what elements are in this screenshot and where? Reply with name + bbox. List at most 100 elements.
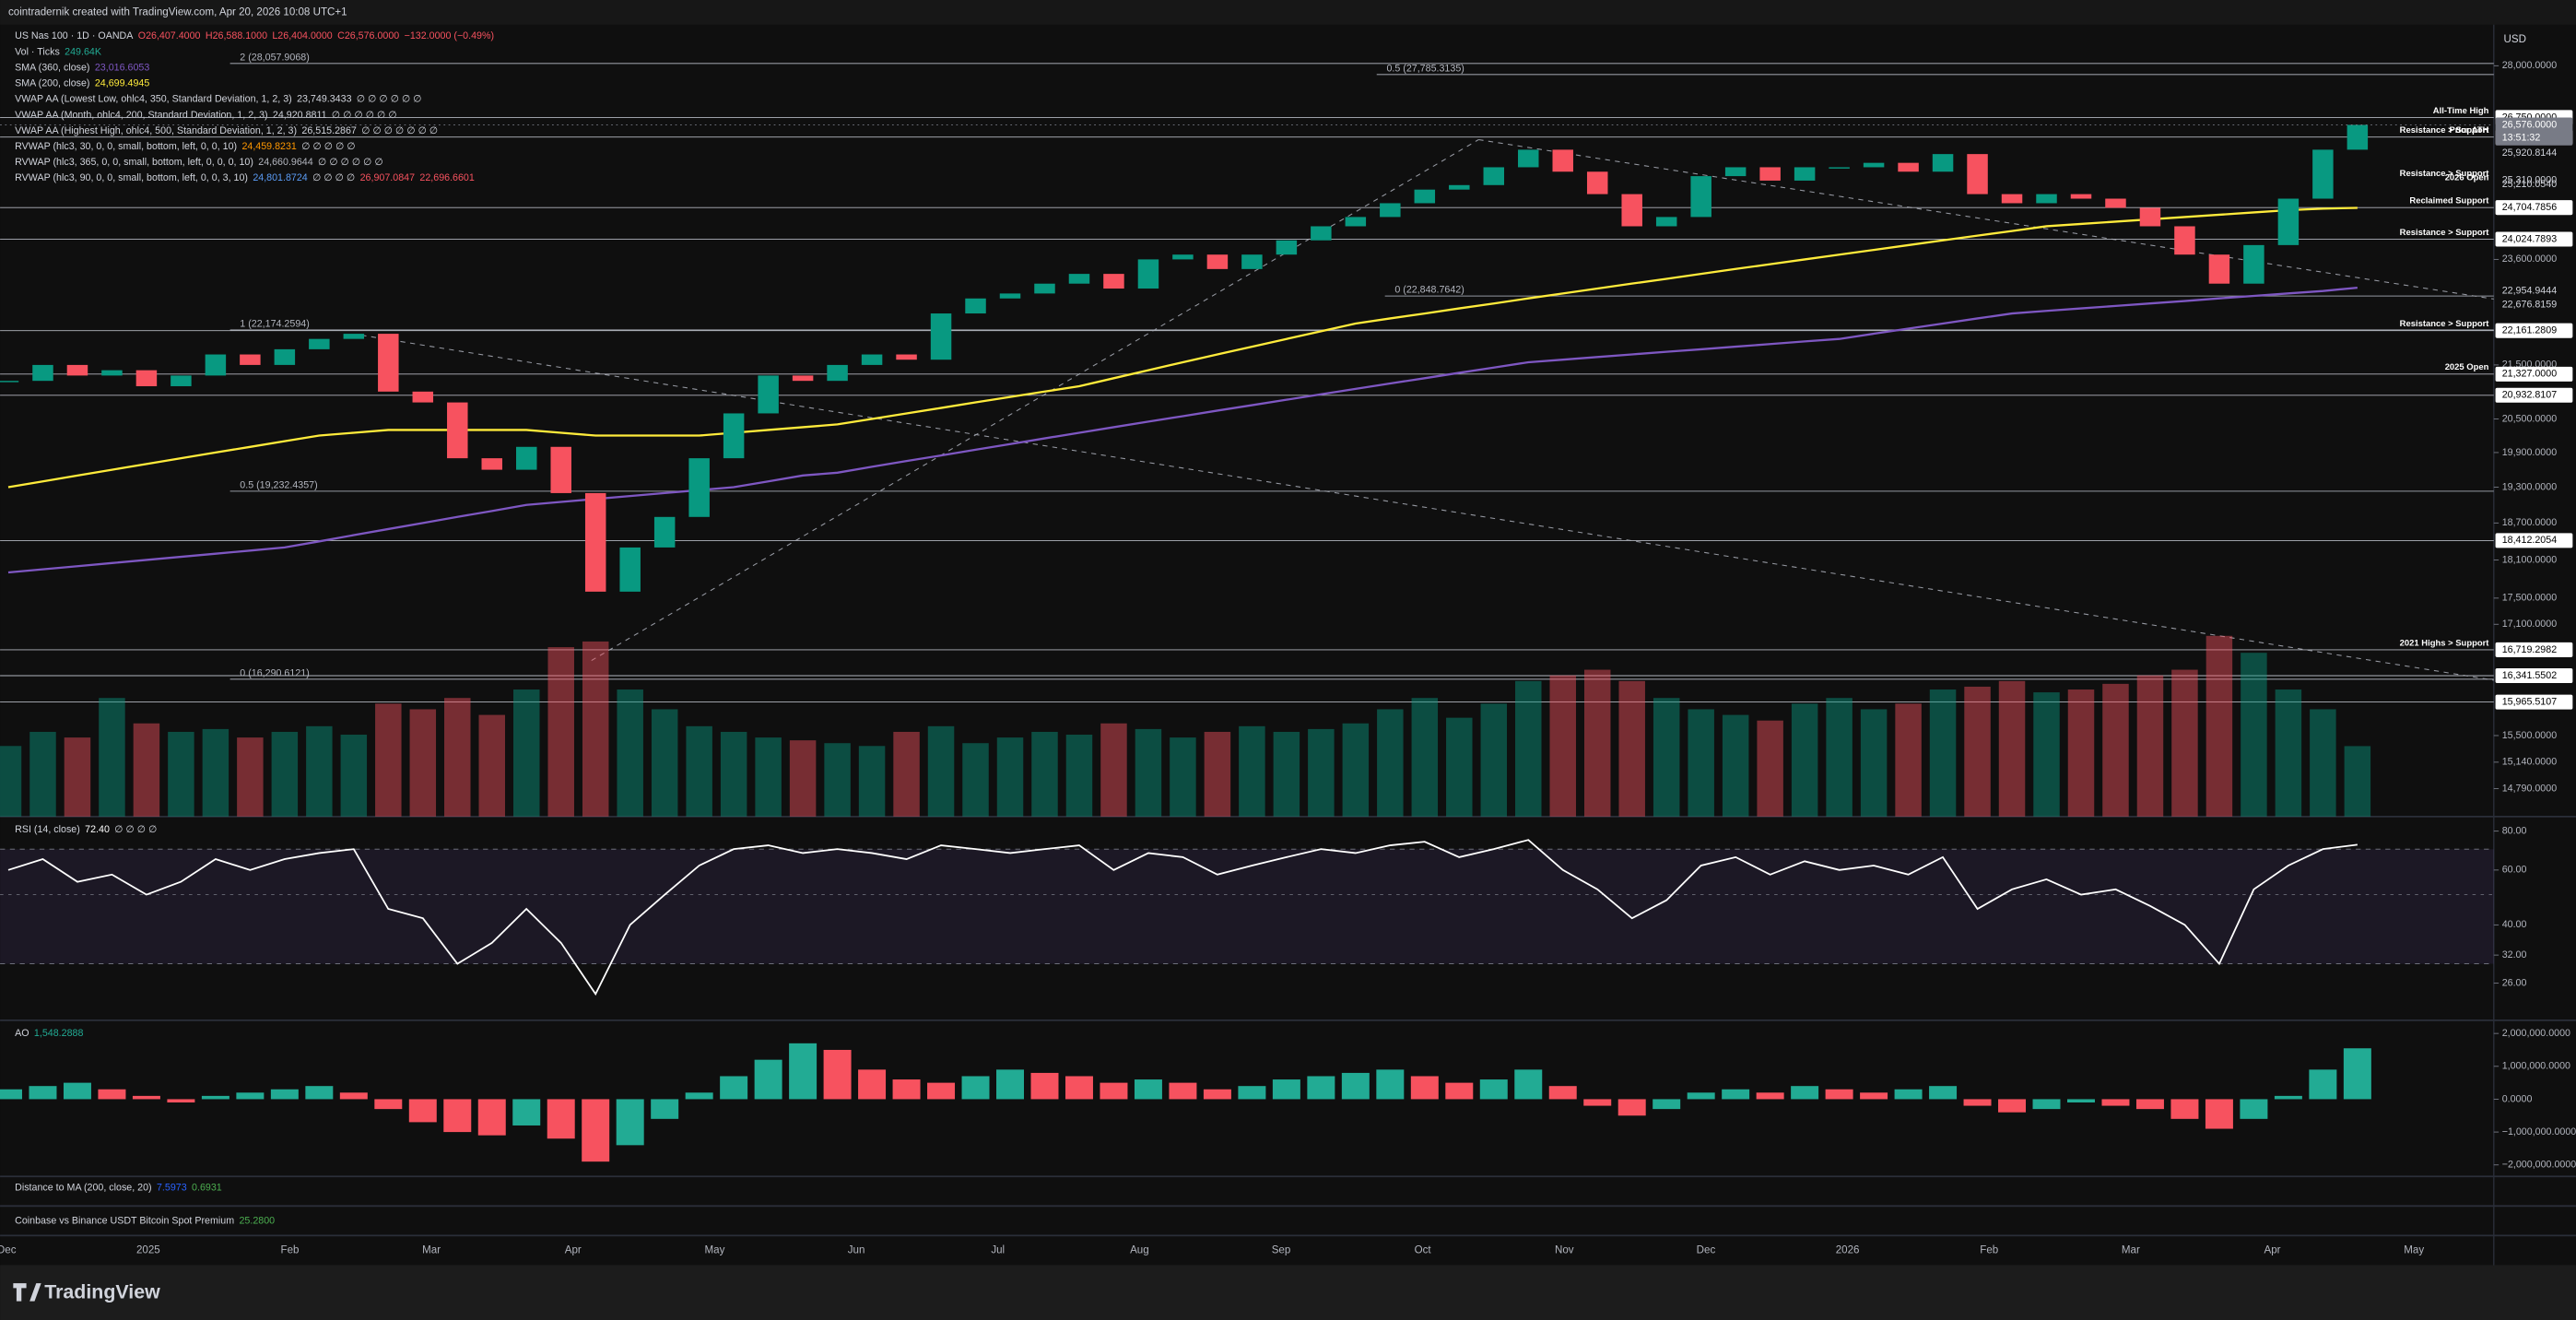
ao-bar: [823, 1049, 852, 1100]
candle: [930, 313, 952, 360]
ao-bar: [1756, 1092, 1784, 1100]
ao-bar: [616, 1099, 644, 1146]
rsi-tick-label: 26.00: [2502, 977, 2527, 988]
volume-bar: [1895, 703, 1922, 817]
ao-bar: [512, 1099, 541, 1126]
legend-value: 23,749.3433: [297, 93, 351, 104]
x-tick-label: 2025: [136, 1244, 160, 1255]
volume-bar: [29, 731, 56, 817]
legend-row: Vol · Ticks 249.64K: [15, 46, 102, 57]
volume-bar: [0, 746, 22, 817]
volume-bar: [547, 647, 574, 817]
x-tick-label: Feb: [281, 1244, 300, 1255]
y-tick-label: 17,100.0000: [2502, 619, 2557, 630]
ao-bar: [1722, 1089, 1750, 1100]
volume-bar: [858, 746, 886, 817]
fib-label: 1 (22,174.2594): [240, 319, 309, 330]
volume-bar: [651, 709, 678, 817]
candle: [688, 458, 710, 517]
volume-bar: [686, 725, 712, 817]
candle: [1518, 149, 1539, 168]
legend-row: SMA (200, close) 24,699.4945: [15, 77, 149, 88]
ao-tick-label: 0.0000: [2502, 1093, 2533, 1104]
legend-label: RVWAP (hlc3, 90, 0, 0, small, bottom, le…: [15, 172, 248, 183]
candle: [378, 334, 399, 392]
ao-bar: [98, 1089, 126, 1100]
candle: [1794, 167, 1816, 181]
level-note: 2025 Open: [2445, 362, 2489, 372]
candle: [309, 338, 330, 349]
volume-bar: [1411, 698, 1439, 817]
x-tick-label: Apr: [565, 1244, 582, 1255]
candle: [1345, 217, 1367, 227]
ao-bar: [961, 1076, 990, 1100]
level-label: 24,704.7856: [2502, 202, 2557, 213]
last-price-box: [2495, 117, 2573, 146]
candle: [1380, 203, 1401, 218]
candle: [2312, 149, 2334, 199]
candle: [1898, 162, 1919, 172]
indicator-legend: Distance to MA (200, close, 20) 7.5973 0.6…: [15, 1183, 222, 1194]
legend-value: ∅ ∅ ∅ ∅ ∅ ∅: [357, 93, 422, 104]
rsi-tick-label: 40.00: [2502, 919, 2527, 930]
rsi-legend: RSI (14, close) 72.40 ∅ ∅ ∅ ∅: [15, 824, 157, 835]
volume-bar: [996, 737, 1024, 817]
volume-bar: [617, 689, 643, 817]
candle: [447, 402, 468, 459]
chart-layer: US Nas 100 · 1D · OANDA O26,407.4000 H26,5…: [0, 30, 2576, 1255]
ao-bar: [582, 1099, 610, 1162]
rsi-extra: ∅ ∅ ∅ ∅: [114, 824, 157, 835]
y-tick-label: 17,500.0000: [2502, 593, 2557, 604]
legend-row: RVWAP (hlc3, 365, 0, 0, small, bottom, l…: [15, 157, 383, 168]
candle: [1586, 171, 1608, 194]
volume-bar: [1273, 731, 1300, 817]
volume-bar: [755, 737, 782, 817]
level-note: Resistance > Support: [2400, 125, 2490, 136]
volume-bar: [133, 723, 160, 817]
currency-label: USD: [2503, 34, 2525, 45]
candle: [965, 298, 986, 314]
volume-bar: [306, 725, 333, 817]
candle: [205, 354, 227, 376]
indicator-legend: Coinbase vs Binance USDT Bitcoin Spot Pr…: [15, 1215, 275, 1226]
level-label: 25,310.0000: [2502, 174, 2557, 185]
ao-bar: [651, 1099, 679, 1119]
volume-bar: [1446, 717, 1473, 817]
x-tick-label: Dec: [0, 1244, 17, 1255]
indicator-title: Coinbase vs Binance USDT Bitcoin Spot Pr…: [15, 1215, 234, 1226]
legend-value: 24,920.8811: [273, 110, 327, 121]
ao-bar: [1341, 1072, 1370, 1100]
ao-bar: [374, 1099, 403, 1110]
level-note: Resistance > Support: [2400, 169, 2490, 179]
candle: [827, 364, 848, 382]
volume-bar: [99, 698, 125, 817]
level-label-box: [2495, 231, 2573, 247]
candle: [1863, 162, 1885, 168]
legend-value: −132.0000 (−0.49%): [405, 30, 494, 41]
candle: [515, 446, 537, 470]
volume-bar: [444, 698, 471, 817]
ao-bar: [1894, 1089, 1923, 1100]
ao-bar: [2240, 1099, 2268, 1119]
rsi-title: RSI (14, close): [15, 824, 80, 835]
x-tick-label: Aug: [1130, 1244, 1149, 1255]
ao-bar: [1860, 1092, 1888, 1100]
x-tick-label: May: [2404, 1244, 2424, 1255]
indicator-value: 0.6931: [192, 1183, 222, 1194]
candle: [861, 354, 883, 365]
level-label: 16,719.2982: [2502, 644, 2557, 655]
legend-row: SMA (360, close) 23,016.6053: [15, 62, 149, 73]
volume-bar: [202, 728, 229, 817]
y-tick-label: 15,500.0000: [2502, 730, 2557, 741]
legend-value: C26,576.0000: [337, 30, 399, 41]
ao-bar: [789, 1043, 817, 1100]
candle: [1690, 176, 1711, 218]
candle: [481, 458, 503, 470]
ao-bar: [305, 1086, 334, 1100]
ao-bar: [1825, 1089, 1853, 1100]
candle: [1103, 274, 1124, 289]
fib-label: 0.5 (19,232.4357): [240, 479, 317, 490]
volume-bar: [824, 743, 851, 817]
ao-bar: [339, 1092, 368, 1100]
